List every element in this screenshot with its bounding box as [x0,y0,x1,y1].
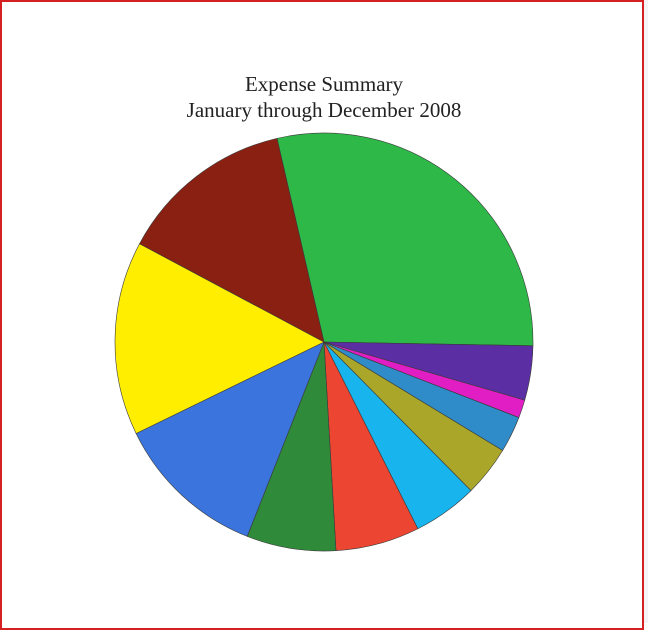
pie-slice-9 [135,341,325,537]
pie-slice-11 [139,138,325,343]
chart-subtitle: January through December 2008 [186,98,462,122]
page-edge [644,0,648,623]
pie-slice-10 [114,243,325,434]
chart-title: Expense Summary [244,72,404,96]
pie-slice-1 [276,132,534,347]
